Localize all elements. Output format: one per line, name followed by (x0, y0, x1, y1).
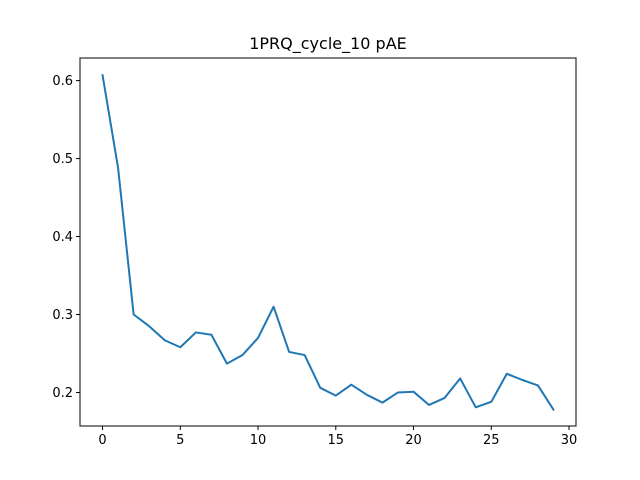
data-point (350, 383, 352, 385)
data-point (303, 354, 305, 356)
x-tick-label: 15 (328, 433, 345, 448)
data-point (537, 384, 539, 386)
y-tick-label: 0.4 (52, 230, 73, 245)
data-point (148, 325, 150, 327)
plot-frame (79, 57, 577, 427)
x-tick-label: 30 (561, 433, 578, 448)
data-point (443, 397, 445, 399)
data-point (210, 334, 212, 336)
x-tick-label: 10 (250, 433, 267, 448)
data-point (366, 394, 368, 396)
data-point (164, 339, 166, 341)
data-point (412, 390, 414, 392)
data-point (117, 167, 119, 169)
data-point (132, 313, 134, 315)
data-point (335, 394, 337, 396)
data-point (428, 404, 430, 406)
data-point (506, 373, 508, 375)
data-point (490, 401, 492, 403)
data-point (257, 337, 259, 339)
data-point (521, 379, 523, 381)
data-point (272, 306, 274, 308)
y-tick-label: 0.6 (52, 74, 73, 89)
data-point (179, 346, 181, 348)
data-point (397, 391, 399, 393)
data-point (459, 377, 461, 379)
y-tick-label: 0.5 (52, 152, 73, 167)
data-point (241, 354, 243, 356)
x-tick-label: 20 (405, 433, 422, 448)
x-tick-label: 5 (176, 433, 184, 448)
y-tick-label: 0.2 (52, 386, 73, 401)
x-tick-label: 25 (483, 433, 500, 448)
data-point (195, 331, 197, 333)
data-point (288, 351, 290, 353)
x-tick-label: 0 (98, 433, 106, 448)
data-point (381, 401, 383, 403)
data-point (226, 362, 228, 364)
chart-title: 1PRQ_cycle_10 pAE (249, 34, 407, 54)
data-point (101, 74, 103, 76)
data-point (319, 387, 321, 389)
series-line-0 (101, 73, 555, 412)
data-point (552, 408, 554, 410)
plot-area: 0 5 10 15 20 25 30 0.2 0.3 0.4 0.5 0.6 (52, 57, 578, 448)
y-tick-label: 0.3 (52, 308, 73, 323)
data-point (475, 406, 477, 408)
